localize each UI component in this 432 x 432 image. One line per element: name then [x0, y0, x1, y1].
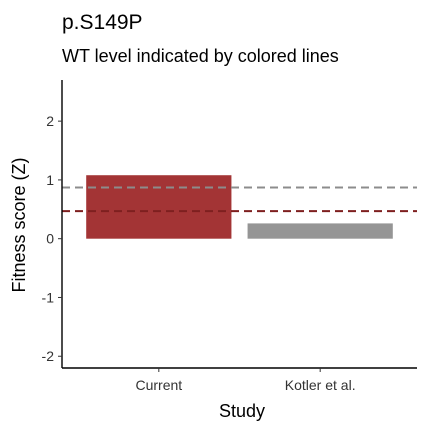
y-tick-label: 1: [46, 172, 54, 188]
y-axis-title: Fitness score (Z): [9, 157, 29, 292]
y-tick-label: 2: [46, 113, 54, 129]
bar-current: [86, 175, 232, 239]
reference-lines: [62, 186, 417, 213]
x-tick-label: Current: [135, 377, 182, 393]
y-tick-label: -2: [42, 348, 55, 364]
chart-title: p.S149P: [62, 11, 143, 34]
x-tick-label: Kotler et al.: [285, 377, 356, 393]
y-tick-label: 0: [46, 231, 54, 247]
bars: [86, 175, 393, 239]
axes: -2 -1 0 1 2 Current Kotler et al.: [42, 80, 417, 393]
x-axis-title: Study: [219, 401, 265, 421]
chart-subtitle: WT level indicated by colored lines: [62, 46, 339, 66]
y-tick-label: -1: [42, 289, 55, 305]
bar-kotler-et-al: [247, 223, 393, 239]
